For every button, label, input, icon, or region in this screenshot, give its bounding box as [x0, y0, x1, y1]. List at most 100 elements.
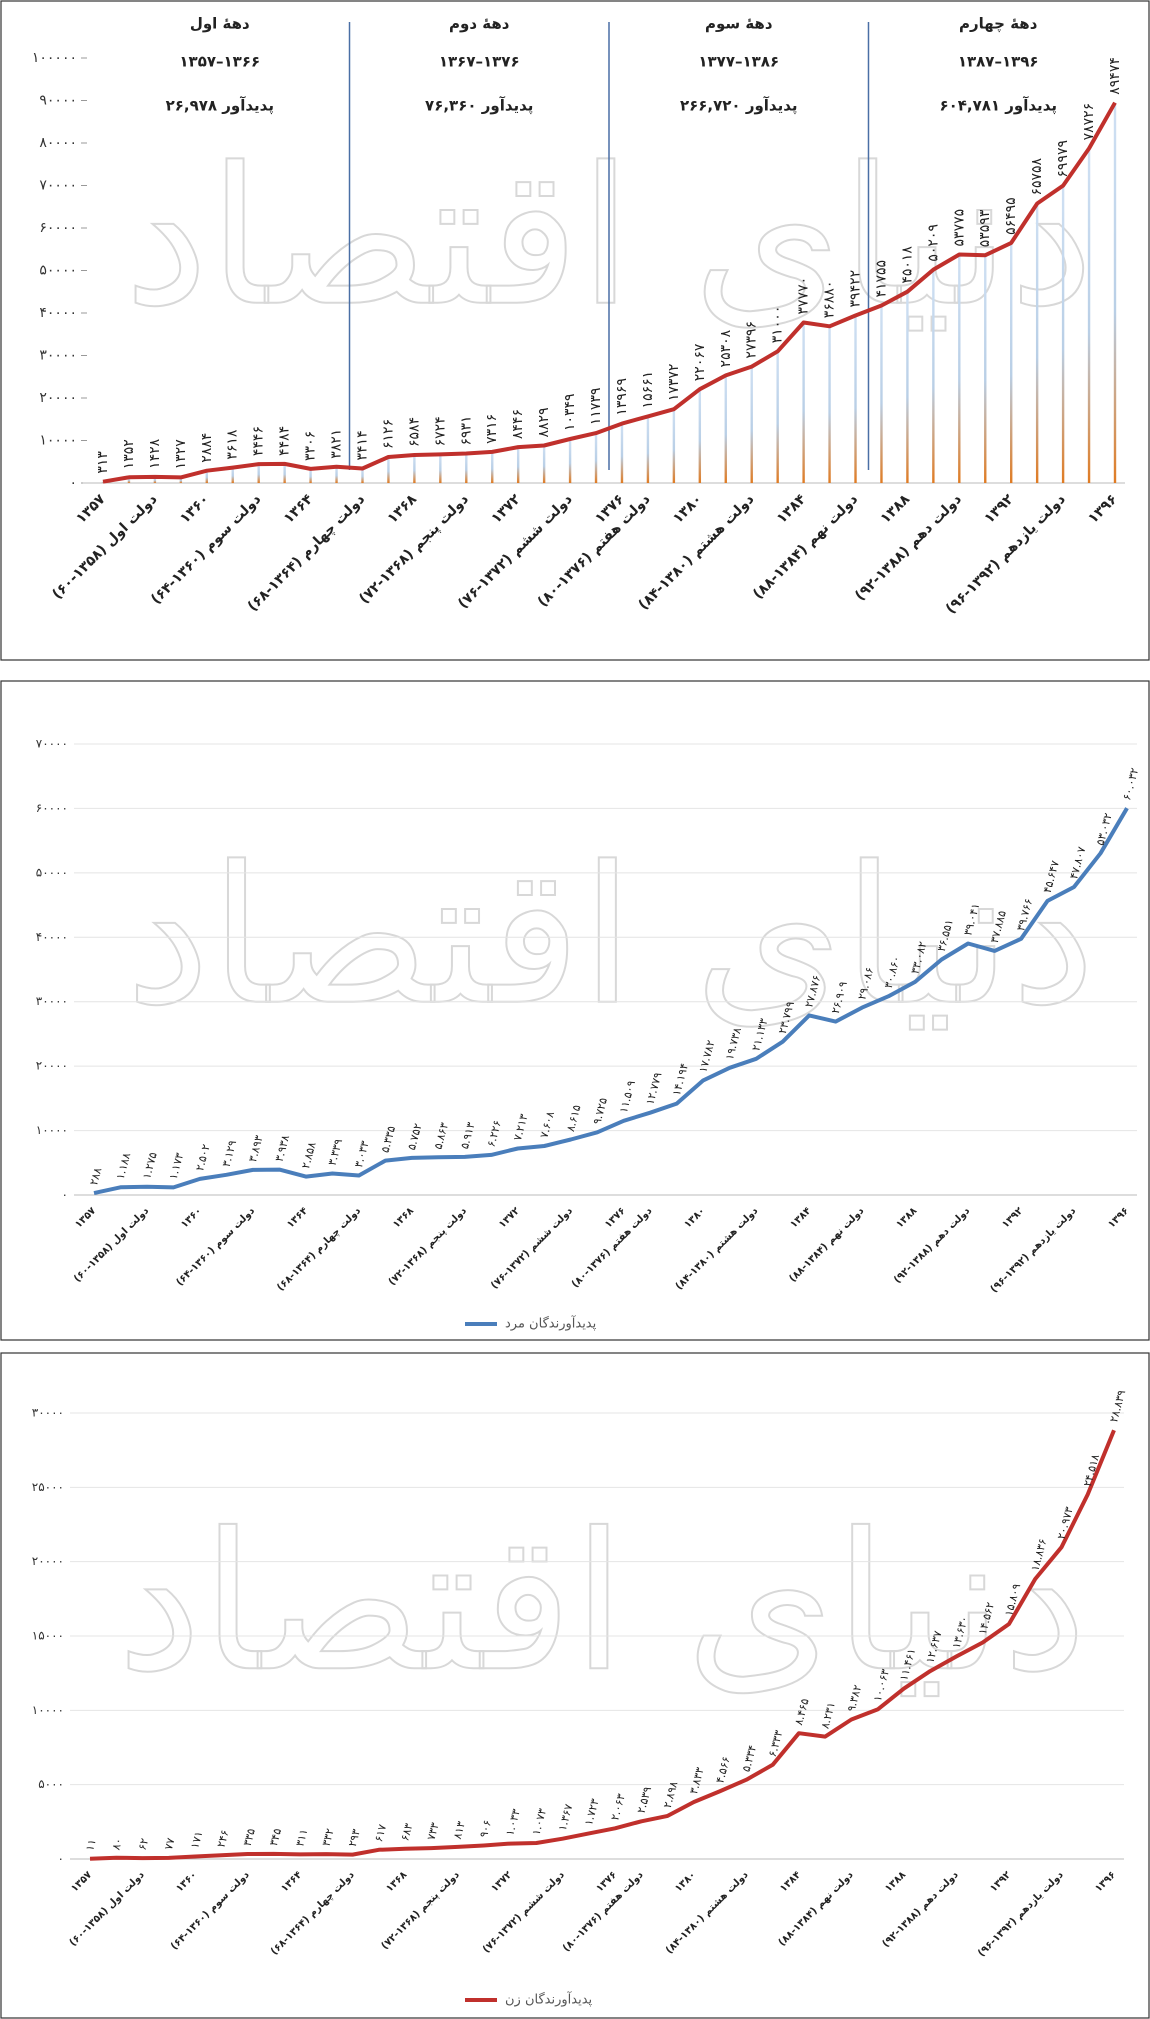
- drop-line: [361, 468, 364, 483]
- legend-label: پدیدآورندگان زن: [505, 1991, 593, 2008]
- drop-line: [387, 456, 390, 483]
- drop-line: [257, 464, 260, 483]
- data-line: [102, 101, 1117, 484]
- data-label: ۲۲۰۶۷: [692, 343, 708, 381]
- y-tick-label: ۷۰۰۰۰: [36, 737, 68, 751]
- decade-years: ۱۳۸۷–۱۳۹۶: [958, 53, 1039, 71]
- data-label: ۶۱۷: [372, 1823, 389, 1844]
- data-label: ۳۴۱۴: [354, 430, 370, 460]
- drop-line: [646, 416, 650, 483]
- drop-line: [594, 433, 598, 483]
- data-label: ۸۹۴۷۴: [1107, 57, 1123, 95]
- drop-line: [880, 305, 883, 483]
- drop-line: [309, 468, 312, 483]
- drop-line: [127, 477, 131, 483]
- data-label: ۱۷۱: [188, 1830, 205, 1850]
- drop-line: [465, 453, 468, 483]
- chart-frame: [0, 0, 1150, 661]
- data-label: ۱۳۵۲: [121, 439, 137, 469]
- data-label: ۴۱۷۵۵: [873, 260, 889, 298]
- drop-line: [179, 477, 183, 483]
- data-label: ۵۶۴۹۵: [1003, 197, 1019, 235]
- data-label: ۳۳۲: [320, 1827, 337, 1848]
- data-label: ۸۱۳: [451, 1820, 468, 1841]
- y-tick-label: ۲۰۰۰۰: [36, 1059, 68, 1073]
- data-label: ۶۵۷۵۸: [1029, 157, 1045, 195]
- decade-total: ۲۶۶,۷۲۰ پدیدآور: [680, 97, 798, 116]
- decade-title: دهۀ دوم: [449, 15, 510, 33]
- data-label: ۶۲: [136, 1837, 152, 1852]
- data-label: ۲۴۶: [215, 1828, 232, 1848]
- y-tick-label: ۶۰۰۰۰: [36, 801, 68, 815]
- y-tick-label: ۳۰۰۰۰: [39, 348, 77, 364]
- y-tick-label: ۳۰۰۰۰: [32, 1406, 64, 1420]
- data-label: ۲۷۳۹۶: [744, 321, 760, 359]
- y-tick-label: ۱۰۰۰۰: [36, 1123, 68, 1137]
- drop-line: [802, 322, 805, 483]
- y-tick-label: ۰: [69, 475, 77, 491]
- drop-line: [231, 467, 234, 483]
- data-label: ۱۷۳۷۲: [666, 364, 682, 402]
- y-tick-label: ۶۰۰۰۰: [39, 220, 77, 236]
- data-label: ۸۸۲۹: [536, 407, 552, 437]
- data-label: ۳۱۳: [95, 451, 111, 474]
- drop-line: [439, 454, 442, 483]
- data-label: ۲۸۸۴: [199, 433, 215, 463]
- data-label: ۲۹۳: [346, 1828, 363, 1849]
- chart: دنیای اقتصاد۰۱۰۰۰۰۲۰۰۰۰۳۰۰۰۰۴۰۰۰۰۵۰۰۰۰۶۰…: [0, 680, 1150, 1341]
- decade-total: ۶۰۴,۷۸۱ پدیدآور: [939, 97, 1057, 116]
- data-label: ۶۷۲۴: [432, 416, 448, 446]
- y-tick-label: ۳۰۰۰۰: [36, 994, 68, 1008]
- drop-line: [672, 409, 676, 483]
- data-line: [93, 807, 1129, 1196]
- chart-frame: [0, 680, 1150, 1341]
- drop-line: [906, 291, 909, 483]
- decade-title: دهۀ چهارم: [959, 15, 1038, 34]
- chart: دنیای اقتصاد۰۱۰۰۰۰۲۰۰۰۰۳۰۰۰۰۴۰۰۰۰۵۰۰۰۰۶۰…: [0, 0, 1150, 661]
- y-tick-label: ۱۰۰۰۰۰: [32, 50, 77, 66]
- data-label: ۳۶۱۸: [225, 429, 241, 460]
- chart-frame: [0, 1352, 1150, 2019]
- data-label: ۱۳۲۷: [173, 439, 189, 470]
- data-label: ۴۴۴۶: [251, 426, 267, 456]
- data-label: ۸۰: [109, 1837, 125, 1852]
- decade-title: دهۀ اول: [190, 15, 250, 33]
- drop-line: [750, 366, 753, 483]
- data-label: ۶۱۲۶: [380, 419, 396, 449]
- drop-line: [101, 481, 105, 483]
- data-label: ۳۷۷۷۰: [796, 277, 812, 315]
- data-label: ۷۳۱۶: [484, 414, 500, 444]
- decade-total: ۷۶,۳۶۰ پدیدآور: [425, 97, 533, 116]
- drop-line: [1035, 203, 1039, 483]
- y-tick-label: ۷۰۰۰۰: [39, 178, 77, 194]
- y-tick-label: ۵۰۰۰۰: [39, 263, 77, 279]
- data-label: ۵۰۲۰۹: [925, 224, 941, 262]
- data-label: ۲۵۳۰۸: [718, 329, 734, 367]
- data-label: ۳۸۲۱: [329, 429, 345, 459]
- data-label: ۴۴۸۴: [277, 426, 293, 456]
- decade-years: ۱۳۷۷–۱۳۸۶: [698, 53, 779, 71]
- data-label: ۳۴۵: [267, 1827, 284, 1848]
- legend-label: پدیدآورندگان مرد: [505, 1315, 597, 1332]
- data-label: ۱۰۳۴۹: [562, 393, 578, 431]
- decade-years: ۱۳۶۷–۱۳۷۶: [439, 53, 520, 71]
- y-tick-label: ۹۰۰۰۰: [39, 93, 77, 109]
- drop-line: [516, 447, 520, 483]
- drop-line: [958, 254, 961, 483]
- y-tick-label: ۴۰۰۰۰: [36, 930, 68, 944]
- data-label: ۹۰۶: [477, 1819, 494, 1839]
- drop-line: [491, 451, 494, 483]
- y-tick-label: ۱۰۰۰۰: [39, 433, 77, 449]
- drop-line: [283, 463, 286, 483]
- drop-line: [620, 423, 624, 483]
- drop-line: [1010, 242, 1013, 483]
- drop-line: [153, 476, 157, 483]
- y-tick-label: ۴۰۰۰۰: [39, 305, 77, 321]
- drop-line: [828, 326, 831, 483]
- y-tick-label: ۸۰۰۰۰: [39, 135, 77, 151]
- y-tick-label: ۵۰۰۰۰: [36, 865, 68, 879]
- y-tick-label: ۵۰۰۰: [38, 1777, 64, 1791]
- data-label: ۷۳۳: [425, 1821, 442, 1842]
- data-label: ۳۱۱: [293, 1827, 310, 1847]
